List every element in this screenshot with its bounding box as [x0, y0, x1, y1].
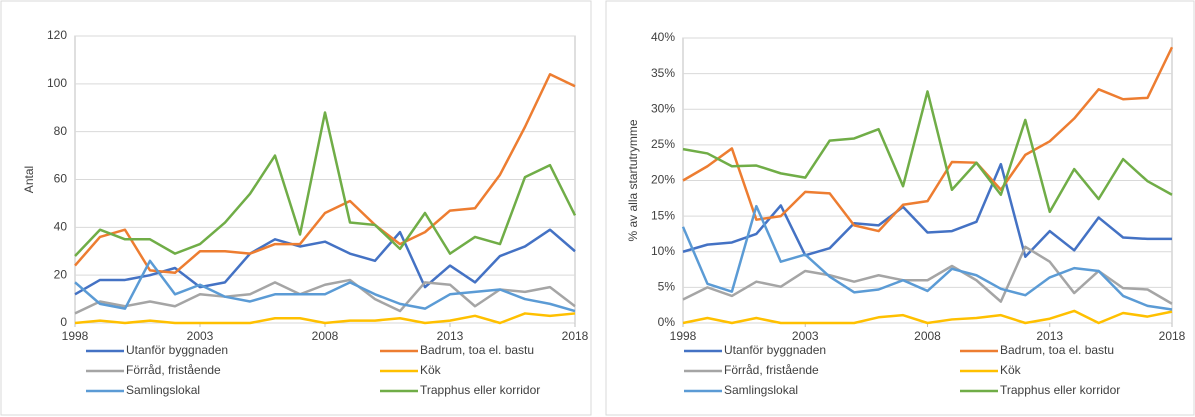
y-tick-label: 80 — [54, 124, 68, 138]
x-tick-label: 2003 — [792, 329, 819, 343]
panel-frame — [0, 0, 592, 416]
x-tick-label: 2018 — [1159, 329, 1186, 343]
series-line — [682, 90, 1173, 214]
y-tick-label: 5% — [658, 280, 676, 294]
legend-label: Utanför byggnaden — [126, 343, 228, 357]
x-tick-label: 1998 — [62, 329, 89, 343]
y-tick-label: 120 — [47, 28, 67, 42]
y-tick-label: 0% — [658, 315, 676, 329]
legend-label: Förråd, fristående — [724, 363, 819, 377]
series-line — [74, 111, 577, 257]
legend-label: Trapphus eller korridor — [420, 383, 540, 397]
series-line — [74, 312, 576, 325]
series-line — [682, 309, 1173, 325]
x-tick-label: 2013 — [437, 329, 464, 343]
y-tick-label: 30% — [651, 101, 675, 115]
series-line — [74, 278, 576, 315]
legend-label: Badrum, toa el. bastu — [1000, 343, 1114, 357]
x-tick-label: 2008 — [914, 329, 941, 343]
y-axis-label: % av alla startutrymme — [626, 119, 640, 241]
legend-label: Samlingslokal — [724, 383, 798, 397]
y-tick-label: 15% — [651, 208, 675, 222]
legend-label: Trapphus eller korridor — [1000, 383, 1120, 397]
y-tick-label: 100 — [47, 76, 67, 90]
series-line — [682, 46, 1174, 233]
legend-label: Badrum, toa el. bastu — [420, 343, 534, 357]
y-tick-label: 40 — [54, 220, 68, 234]
x-tick-label: 2008 — [312, 329, 339, 343]
panel-frame — [605, 0, 1195, 416]
y-tick-label: 20% — [651, 173, 675, 187]
y-tick-label: 20 — [54, 267, 68, 281]
x-tick-label: 2018 — [562, 329, 589, 343]
legend-label: Samlingslokal — [126, 383, 200, 397]
y-tick-label: 60 — [54, 172, 68, 186]
legend-label: Kök — [420, 363, 442, 377]
x-tick-label: 1998 — [670, 329, 697, 343]
y-tick-label: 10% — [651, 244, 675, 258]
y-tick-label: 25% — [651, 137, 675, 151]
series-line — [681, 204, 1173, 311]
legend-label: Förråd, fristående — [126, 363, 221, 377]
legend-label: Kök — [1000, 363, 1022, 377]
x-tick-label: 2003 — [187, 329, 214, 343]
y-tick-label: 35% — [651, 66, 675, 80]
y-tick-label: 40% — [651, 30, 675, 44]
legend-label: Utanför byggnaden — [724, 343, 826, 357]
series-line — [74, 259, 576, 313]
series-line — [682, 245, 1173, 305]
x-tick-label: 2013 — [1036, 329, 1063, 343]
y-tick-label: 0 — [60, 315, 67, 329]
y-axis-label: Antal — [22, 166, 36, 193]
